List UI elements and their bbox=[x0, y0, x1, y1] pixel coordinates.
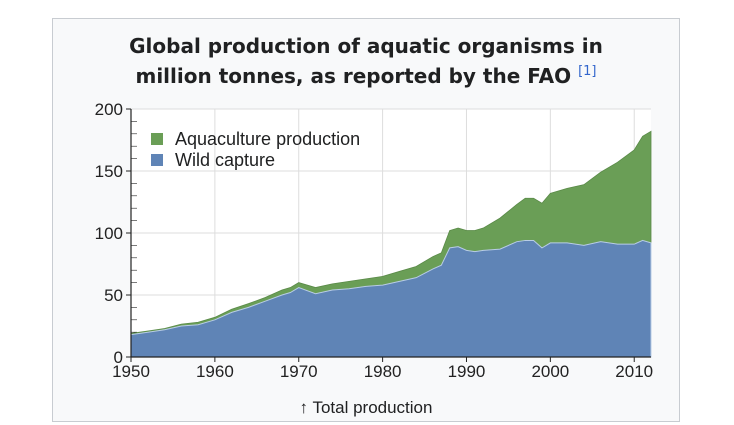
legend-swatch bbox=[151, 154, 163, 166]
legend-label: Wild capture bbox=[175, 150, 275, 170]
y-tick-label-0: 0 bbox=[114, 348, 123, 367]
y-tick-label-100: 100 bbox=[95, 224, 123, 243]
x-tick-label-1970: 1970 bbox=[280, 362, 318, 381]
legend-label: Aquaculture production bbox=[175, 129, 360, 149]
reference-link[interactable]: [1] bbox=[578, 64, 597, 79]
title-line-2-text: million tonnes, as reported by the FAO bbox=[135, 64, 572, 88]
y-tick-label-200: 200 bbox=[95, 100, 123, 119]
stacked-area-chart: 0 50 100 150 200 1950 1960 1970 1980 1990 2000 2010… bbox=[95, 100, 654, 381]
title-line-2: million tonnes, as reported by the FAO [… bbox=[53, 61, 679, 91]
x-tick-label-1960: 1960 bbox=[196, 362, 234, 381]
x-tick-label-1990: 1990 bbox=[448, 362, 486, 381]
y-tick-label-50: 50 bbox=[104, 286, 123, 305]
title-line-1: Global production of aquatic organisms i… bbox=[129, 34, 603, 58]
legend-swatch bbox=[151, 133, 163, 145]
chart-title: Global production of aquatic organisms i… bbox=[53, 31, 679, 91]
chart-panel: Global production of aquatic organisms i… bbox=[52, 18, 680, 422]
x-tick-label-1980: 1980 bbox=[364, 362, 402, 381]
y-tick-label-150: 150 bbox=[95, 162, 123, 181]
chart-area: 0 50 100 150 200 1950 1960 1970 1980 1990 2000 2010… bbox=[63, 93, 667, 413]
x-tick-label-2010: 2010 bbox=[615, 362, 653, 381]
x-tick-label-2000: 2000 bbox=[531, 362, 569, 381]
x-tick-label-1950: 1950 bbox=[112, 362, 150, 381]
wild-capture-area bbox=[130, 239, 652, 358]
chart-caption: ↑ Total production bbox=[299, 398, 433, 417]
